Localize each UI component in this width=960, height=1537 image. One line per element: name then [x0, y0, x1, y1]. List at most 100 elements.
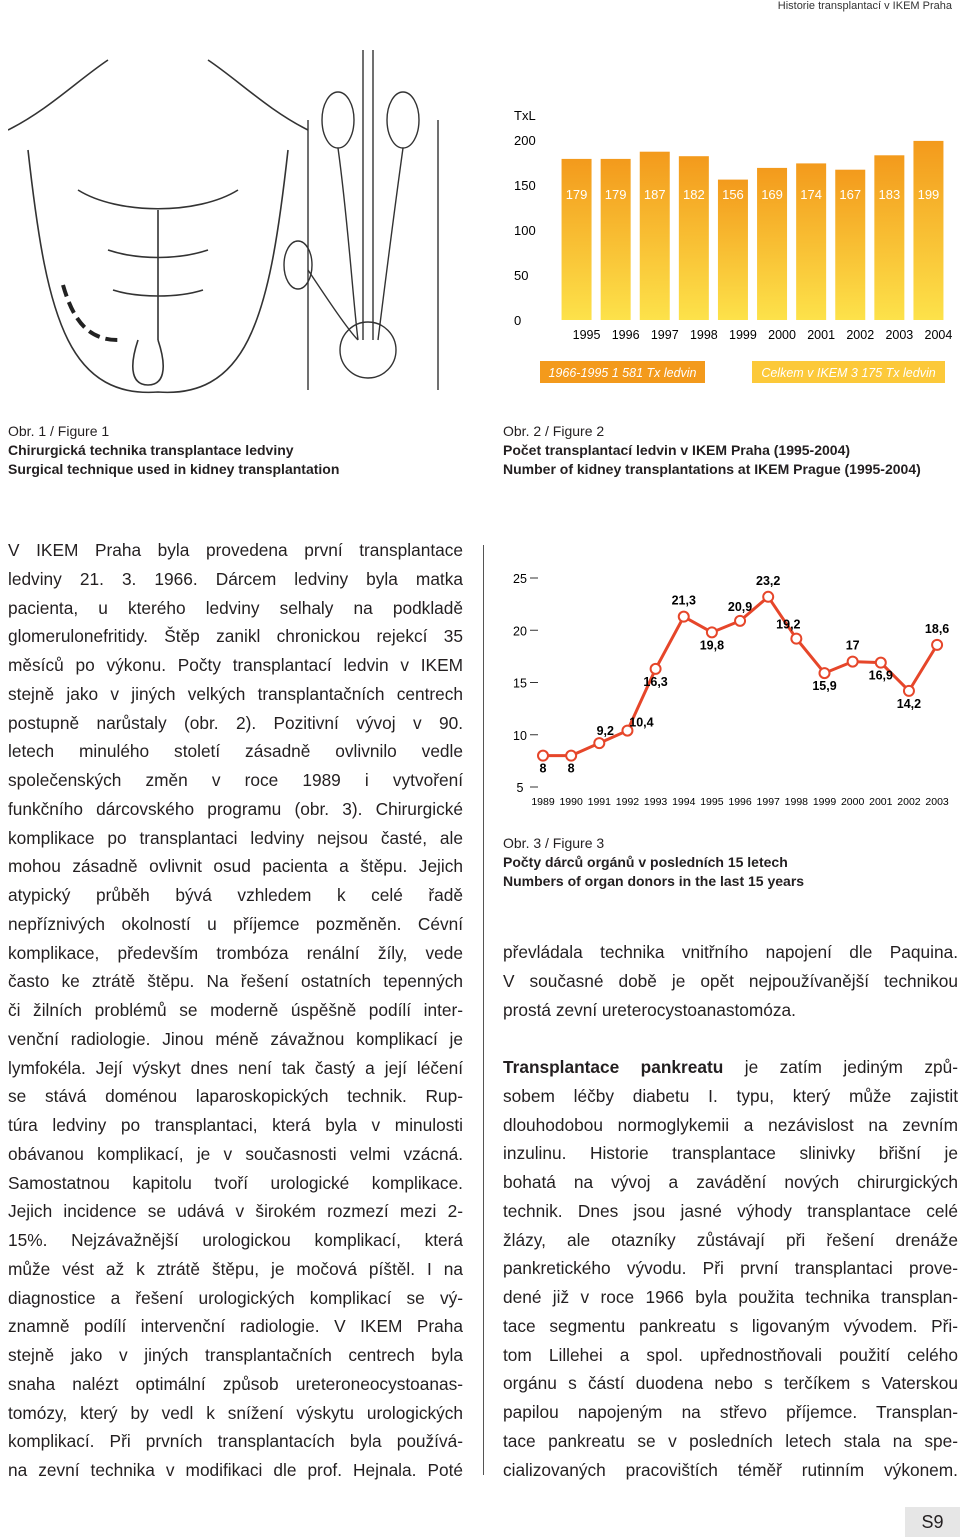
lead-text: Transplantace pankreatu — [503, 1057, 724, 1077]
value-label: 179 — [605, 187, 627, 202]
bar — [874, 155, 905, 320]
caption-cz: Chirurgická technika transplantace ledvi… — [8, 442, 294, 458]
x-tick-label: 2001 — [869, 796, 893, 808]
text-line: postupně narůstaly (obr. 2). Pozitivní v… — [8, 712, 463, 733]
bar — [717, 179, 748, 320]
text-line: prostá zevní ureterocystoanastomóza. — [503, 999, 796, 1020]
x-tick-label: 1990 — [559, 796, 583, 808]
bar — [678, 156, 709, 320]
marker — [677, 610, 690, 623]
text-line: cializovaných pracovištích téměř rutinní… — [503, 1459, 958, 1480]
y-tick-label: 50 — [514, 268, 528, 283]
figure2-chart: TxL 0 50 100 150 200 179 1995 179 1996 187 1997 182 1… — [514, 108, 953, 383]
marker — [931, 638, 944, 651]
x-tick-label: 2004 — [925, 328, 953, 342]
figure-label: Obr. 2 / Figure 2 — [503, 423, 605, 439]
text-line: tace pankreatu se v posledních letech st… — [503, 1430, 958, 1451]
text-line: převládala technika vnitřního napojení d… — [503, 942, 958, 962]
text-line: se stává doménou laparoskopických techni… — [8, 1086, 463, 1107]
y-tick-label: 20 — [513, 624, 527, 638]
caption-cz: Počty dárců orgánů v posledních 15 letec… — [503, 854, 788, 870]
text-line: Samostatnou kapitolu tvoří urologické ko… — [8, 1172, 463, 1193]
y-tick-label: 15 — [513, 677, 527, 691]
text-line: orgánu s částí duodena nebo s terčíkem s… — [503, 1373, 958, 1394]
bar — [600, 158, 631, 320]
x-tick-label: 2003 — [885, 328, 913, 342]
x-tick-label: 1997 — [757, 796, 781, 808]
text-line: komplikací. Při prvních transplantacích … — [8, 1431, 463, 1452]
bar — [561, 158, 592, 320]
marker — [593, 737, 606, 750]
value-label: 19,2 — [776, 618, 800, 632]
column-rule — [483, 545, 484, 1475]
text-line: často ke ztrátě štěpu. Na řešení ostatní… — [8, 971, 463, 992]
y-tick-label: 0 — [514, 313, 521, 328]
y-tick-label: 100 — [514, 223, 536, 238]
marker — [790, 632, 803, 645]
figure3-caption: Obr. 3 / Figure 3 Počty dárců orgánů v p… — [503, 834, 804, 891]
note-box — [752, 361, 945, 383]
marker — [874, 656, 887, 669]
y-tick-label: 200 — [514, 133, 536, 148]
text-line: komplikace, především trombóza renální ž… — [8, 942, 463, 963]
text-line: diagnostice a řešení urologických kompli… — [8, 1287, 463, 1308]
x-tick-label: 1995 — [573, 328, 601, 342]
text-line: inzulinu. Historie transplantace slinivk… — [503, 1143, 958, 1164]
figure1-illustration — [8, 50, 439, 394]
value-label: 183 — [878, 187, 900, 202]
right-paragraph: Transplantace pankreatu je zatím jediným… — [503, 1053, 958, 1484]
text-line: pacienta, u kterého ledviny selhaly na p… — [8, 597, 463, 618]
marker — [705, 626, 718, 639]
value-label: 21,3 — [672, 594, 696, 608]
marker — [649, 662, 662, 675]
y-tick-label: 5 — [517, 781, 524, 795]
x-tick-label: 1997 — [651, 328, 679, 342]
text-line: letech minulého století zásadně ovlivnil… — [8, 741, 463, 762]
figure-label: Obr. 3 / Figure 3 — [503, 835, 605, 851]
text-line: může vést až k ztrátě štěpu, je močová p… — [8, 1258, 463, 1279]
x-tick-label: 2002 — [897, 796, 921, 808]
text-line: tomózy, který by vedl k snížení výskytu … — [8, 1402, 463, 1423]
text-line: měsíců po výkonu. Počty transplantací le… — [8, 655, 463, 675]
x-tick-label: 1991 — [588, 796, 612, 808]
text-line: lymfokéla. Její výskyt dnes není tak čas… — [8, 1057, 463, 1078]
value-label: 16,3 — [643, 675, 667, 689]
value-label: 9,2 — [597, 724, 614, 738]
text-line: společenských změn v roce 1989 i vytvoře… — [8, 770, 463, 790]
value-label: 15,9 — [812, 679, 836, 693]
marker — [846, 655, 859, 668]
marker — [565, 749, 578, 762]
bar — [796, 163, 827, 320]
bar — [913, 140, 944, 320]
text-line: 15%. Nejzávažnější urologickou komplikac… — [8, 1230, 463, 1250]
text-line: technik. Dnes jsou jasné výhody transpla… — [503, 1200, 958, 1221]
marker — [537, 749, 549, 762]
text-line: venční radiologie. Jinou méně závažnou k… — [8, 1028, 463, 1049]
x-tick-label: 1999 — [729, 328, 757, 342]
text-line: pankretického vývodu. Při první transpla… — [503, 1258, 958, 1279]
text-line: komplikace po transplantaci ledviny nejs… — [8, 827, 463, 848]
text-line: glomerulonefritidy. Štěp zanikl chronick… — [8, 626, 463, 647]
x-tick-label: 1998 — [785, 796, 809, 808]
text-line: obávanou komplikací, je v současnosti ve… — [8, 1143, 463, 1164]
value-label: 179 — [566, 187, 588, 202]
text-line: túra ledviny po transplantaci, která byl… — [8, 1115, 463, 1135]
marker — [902, 684, 915, 697]
text-line: dlouhodobou normoglykemii a nezávislost … — [503, 1114, 958, 1135]
text-line: snaha nalézt optimální způsob ureteroneo… — [8, 1373, 463, 1394]
text-line: tom Lillehei a spol. upřednostňovali pou… — [503, 1344, 958, 1365]
caption-cz: Počet transplantací ledvin v IKEM Praha … — [503, 442, 851, 458]
value-label: 8 — [568, 762, 575, 776]
value-label: 10,4 — [629, 716, 653, 730]
text-line: dené již v roce 1966 byla použita techni… — [503, 1287, 958, 1307]
x-tick-label: 1993 — [644, 796, 668, 808]
value-label: 17 — [846, 639, 860, 653]
caption-en: Number of kidney transplantations at IKE… — [503, 461, 921, 477]
x-tick-label: 2001 — [807, 328, 835, 342]
x-tick-label: 1996 — [728, 796, 752, 808]
value-label: 187 — [644, 187, 666, 202]
text-line: Jejich incidence se udává v širokém rozm… — [8, 1201, 463, 1222]
x-tick-label: 1994 — [672, 796, 696, 808]
text-line: stejně jako v jiných transplantačních ce… — [8, 1345, 463, 1365]
